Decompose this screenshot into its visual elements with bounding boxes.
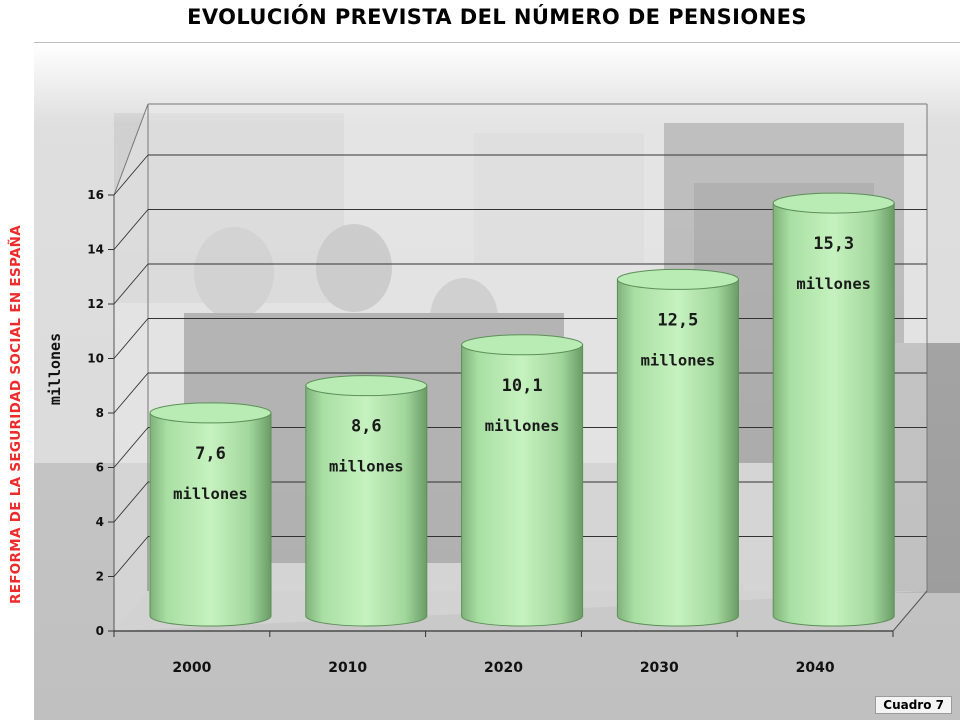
- y-tick-label: 6: [96, 461, 104, 475]
- bar-top: [616, 268, 739, 290]
- bar-value-label: 8,6: [351, 417, 382, 437]
- bar-unit-label: millones: [796, 275, 871, 293]
- bar-unit-label: millones: [173, 485, 248, 503]
- bar-top: [305, 375, 428, 397]
- bar-body: [305, 385, 428, 627]
- x-category-label: 2000: [172, 660, 211, 676]
- bar-unit-label: millones: [641, 351, 716, 369]
- y-tick-label: 4: [96, 515, 104, 529]
- bar-value-label: 7,6: [195, 444, 226, 464]
- x-category-label: 2030: [640, 660, 679, 676]
- gridline-side: [113, 481, 149, 523]
- x-axis-category-labels: 2000 2010 2020 2030 2040: [172, 660, 834, 676]
- bar-body: [461, 344, 584, 627]
- pension-bar-chart: 7,6 millones 8,6 millones 10,1 millones 12,5 mi…: [46, 103, 928, 676]
- bar-body: [616, 278, 739, 627]
- gridline-side: [113, 154, 149, 196]
- bar-value-label: 12,5: [657, 310, 698, 330]
- bar-2010: 8,6 millones: [305, 375, 428, 627]
- y-tick-label: 10: [87, 352, 104, 366]
- bar-2000: 7,6 millones: [149, 402, 272, 627]
- bar-body: [149, 412, 272, 627]
- footer-badge: Cuadro 7: [875, 696, 952, 714]
- title-bar: EVOLUCIÓN PREVISTA DEL NÚMERO DE PENSION…: [34, 0, 960, 43]
- gridline-side: [113, 209, 149, 250]
- y-tick-label: 14: [87, 243, 104, 257]
- y-tick-label: 12: [87, 297, 104, 311]
- y-tick-label: 2: [96, 570, 104, 584]
- bar-body: [772, 202, 895, 627]
- bar-top: [149, 402, 272, 424]
- gridline-side: [113, 427, 149, 468]
- page-title: EVOLUCIÓN PREVISTA DEL NÚMERO DE PENSION…: [187, 5, 807, 29]
- gridline-side: [113, 318, 149, 359]
- x-category-label: 2040: [796, 660, 835, 676]
- x-category-label: 2010: [328, 660, 367, 676]
- y-tick-label: 16: [87, 188, 104, 202]
- bar-unit-label: millones: [329, 458, 404, 476]
- y-axis-tick-labels: 0 2 4 6 8 10 12 14 16: [87, 188, 104, 638]
- gridline-side: [113, 372, 149, 414]
- side-caption: REFORMA DE LA SEGURIDAD SOCIAL EN ESPAÑA: [8, 224, 24, 604]
- gridline-side: [113, 536, 149, 577]
- left-margin-stripe: [0, 0, 34, 720]
- bars-layer: 7,6 millones 8,6 millones 10,1 millones 12,5 mi…: [149, 192, 895, 627]
- bar-2030: 12,5 millones: [616, 268, 739, 627]
- bar-top: [461, 334, 584, 356]
- bar-top: [772, 192, 895, 214]
- category-ticks: [113, 631, 894, 637]
- y-tick-label: 8: [96, 406, 104, 420]
- x-category-label: 2020: [484, 660, 523, 676]
- bar-unit-label: millones: [485, 417, 560, 435]
- bar-value-label: 15,3: [813, 234, 854, 254]
- y-tick-label: 0: [96, 624, 104, 638]
- y-axis-label: millones: [46, 333, 64, 405]
- bar-2040: 15,3 millones: [772, 192, 895, 627]
- bar-value-label: 10,1: [502, 376, 543, 396]
- gridline-side: [113, 263, 149, 305]
- bar-2020: 10,1 millones: [461, 334, 584, 627]
